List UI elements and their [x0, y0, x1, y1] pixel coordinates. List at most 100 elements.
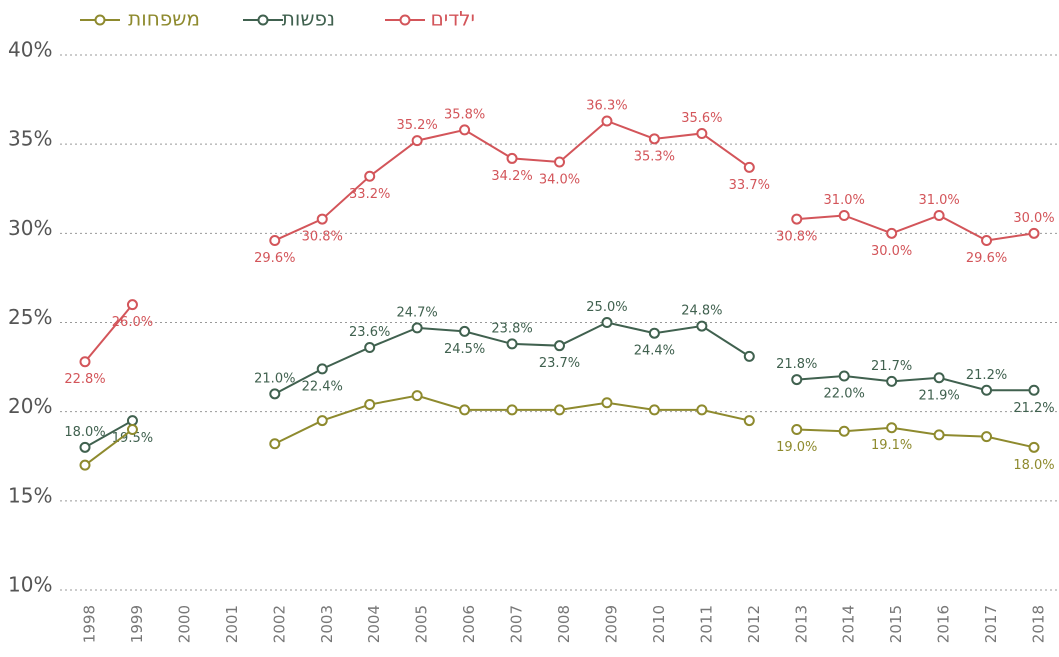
value-label: 31.0%	[918, 193, 959, 208]
y-tick-label: 25%	[8, 305, 52, 329]
point	[743, 415, 755, 427]
series-line	[796, 214, 1035, 242]
x-tick-label: 2016	[935, 605, 953, 643]
y-tick-label: 15%	[8, 483, 52, 507]
x-tick-label: 2012	[745, 605, 763, 643]
y-tick-label: 10%	[8, 573, 52, 597]
point	[791, 374, 803, 386]
point	[554, 404, 565, 416]
point	[79, 459, 91, 471]
value-label: 22.0%	[824, 387, 865, 402]
point	[506, 152, 518, 164]
point	[838, 425, 850, 437]
value-label: 21.0%	[254, 371, 295, 386]
y-tick-label: 40%	[8, 38, 52, 62]
x-tick-label: 2000	[175, 605, 193, 643]
point	[981, 234, 993, 246]
point	[269, 234, 281, 246]
legend-label: משפחות	[128, 7, 200, 31]
x-tick-label: 2010	[650, 605, 668, 643]
x-tick-label: 1999	[128, 605, 146, 643]
x-tick-label: 2002	[270, 605, 288, 643]
point	[269, 438, 281, 450]
value-label: 24.5%	[444, 342, 485, 357]
point	[981, 384, 993, 396]
value-label: 24.7%	[396, 305, 437, 320]
point	[79, 356, 91, 368]
value-label: 22.4%	[302, 379, 343, 394]
value-label: 21.2%	[1013, 401, 1054, 416]
point	[126, 424, 138, 435]
x-tick-label: 2009	[602, 605, 620, 643]
point	[506, 404, 518, 416]
value-label: 19.1%	[871, 438, 912, 453]
legend-marker	[399, 14, 411, 26]
point	[838, 370, 850, 382]
series-line	[84, 419, 133, 449]
value-label: 19.0%	[776, 440, 817, 455]
x-tick-label: 2003	[318, 605, 336, 643]
x-tick-label: 2011	[697, 605, 715, 643]
point	[886, 375, 898, 387]
point	[126, 415, 138, 427]
point	[933, 429, 945, 441]
series-line	[274, 394, 750, 445]
value-label: 30.0%	[871, 244, 912, 259]
point	[933, 210, 945, 221]
value-label: 35.6%	[681, 111, 722, 126]
point	[743, 161, 755, 173]
point	[601, 115, 613, 127]
value-label: 30.8%	[302, 230, 343, 245]
legend-label: ילדים	[430, 7, 475, 31]
value-label: 35.8%	[444, 107, 485, 122]
y-tick-label: 20%	[8, 394, 52, 418]
value-label: 19.5%	[112, 431, 153, 446]
point	[601, 317, 613, 328]
series-line	[84, 428, 134, 466]
point	[506, 338, 518, 350]
value-label: 24.8%	[681, 304, 722, 319]
series-line	[84, 304, 134, 363]
x-tick-label: 2015	[887, 605, 905, 643]
point	[459, 124, 471, 136]
value-label: 34.2%	[491, 169, 532, 184]
series-line	[796, 426, 1035, 449]
value-label: 18.0%	[64, 425, 105, 440]
value-label: 22.8%	[64, 372, 105, 387]
value-label: 29.6%	[254, 251, 295, 266]
value-label: 21.2%	[966, 368, 1007, 383]
point	[696, 127, 708, 139]
point	[316, 363, 328, 375]
point	[696, 320, 708, 332]
point	[791, 213, 803, 225]
point	[601, 397, 613, 409]
value-label: 34.0%	[539, 173, 580, 188]
x-tick-label: 2018	[1030, 605, 1048, 643]
legend-marker	[257, 14, 269, 26]
point	[1028, 384, 1040, 396]
value-label: 26.0%	[112, 315, 153, 330]
value-label: 23.7%	[539, 356, 580, 371]
point	[316, 415, 328, 427]
value-label: 33.7%	[729, 178, 770, 193]
series-line	[796, 374, 1034, 392]
value-label: 23.6%	[349, 325, 390, 340]
point	[1028, 227, 1040, 239]
value-label: 23.8%	[491, 321, 532, 336]
value-label: 29.6%	[966, 251, 1007, 266]
point	[1028, 441, 1040, 453]
point	[886, 227, 898, 239]
value-label: 30.0%	[1013, 211, 1054, 226]
value-label: 21.7%	[871, 359, 912, 374]
point	[696, 404, 708, 416]
x-tick-label: 2005	[413, 605, 431, 643]
legend-marker	[94, 14, 106, 26]
x-tick-label: 2017	[982, 605, 1000, 643]
x-tick-label: 2006	[460, 605, 478, 643]
value-label: 35.2%	[396, 118, 437, 133]
point	[791, 424, 803, 435]
x-tick-label: 2007	[508, 605, 526, 643]
point	[316, 213, 328, 225]
legend-label: נפשות	[282, 7, 335, 31]
